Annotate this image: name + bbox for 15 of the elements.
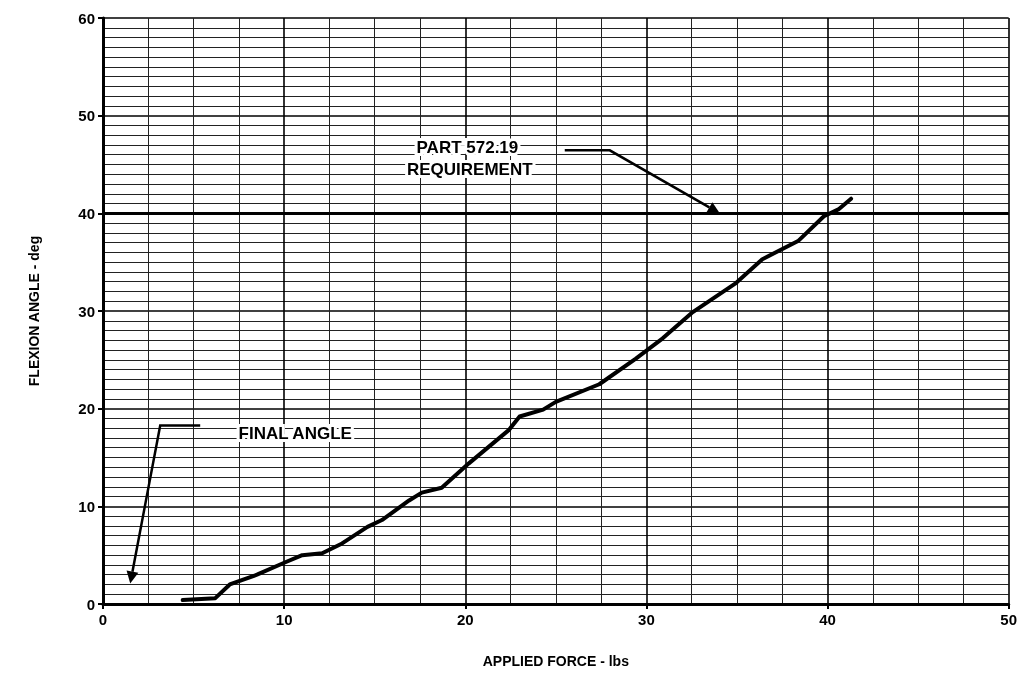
y-tick-label: 60 <box>78 9 95 27</box>
y-axis-title: FLEXION ANGLE - deg <box>26 235 42 387</box>
y-tick-label: 40 <box>78 204 95 222</box>
x-tick-label: 40 <box>819 611 836 628</box>
y-tick-label: 0 <box>86 595 95 613</box>
x-tick-label: 0 <box>98 611 108 628</box>
x-tick-label: 20 <box>456 611 474 628</box>
x-tick-label: 50 <box>1000 611 1017 628</box>
x-tick-label: 30 <box>638 611 655 628</box>
y-tick-label: 10 <box>78 497 95 515</box>
y-tick-label: 20 <box>78 400 95 418</box>
y-tick-label: 30 <box>78 302 95 320</box>
y-tick-label: 50 <box>78 107 95 125</box>
x-axis-title: APPLIED FORCE - lbs <box>482 653 630 669</box>
x-tick-label: 10 <box>275 611 293 628</box>
